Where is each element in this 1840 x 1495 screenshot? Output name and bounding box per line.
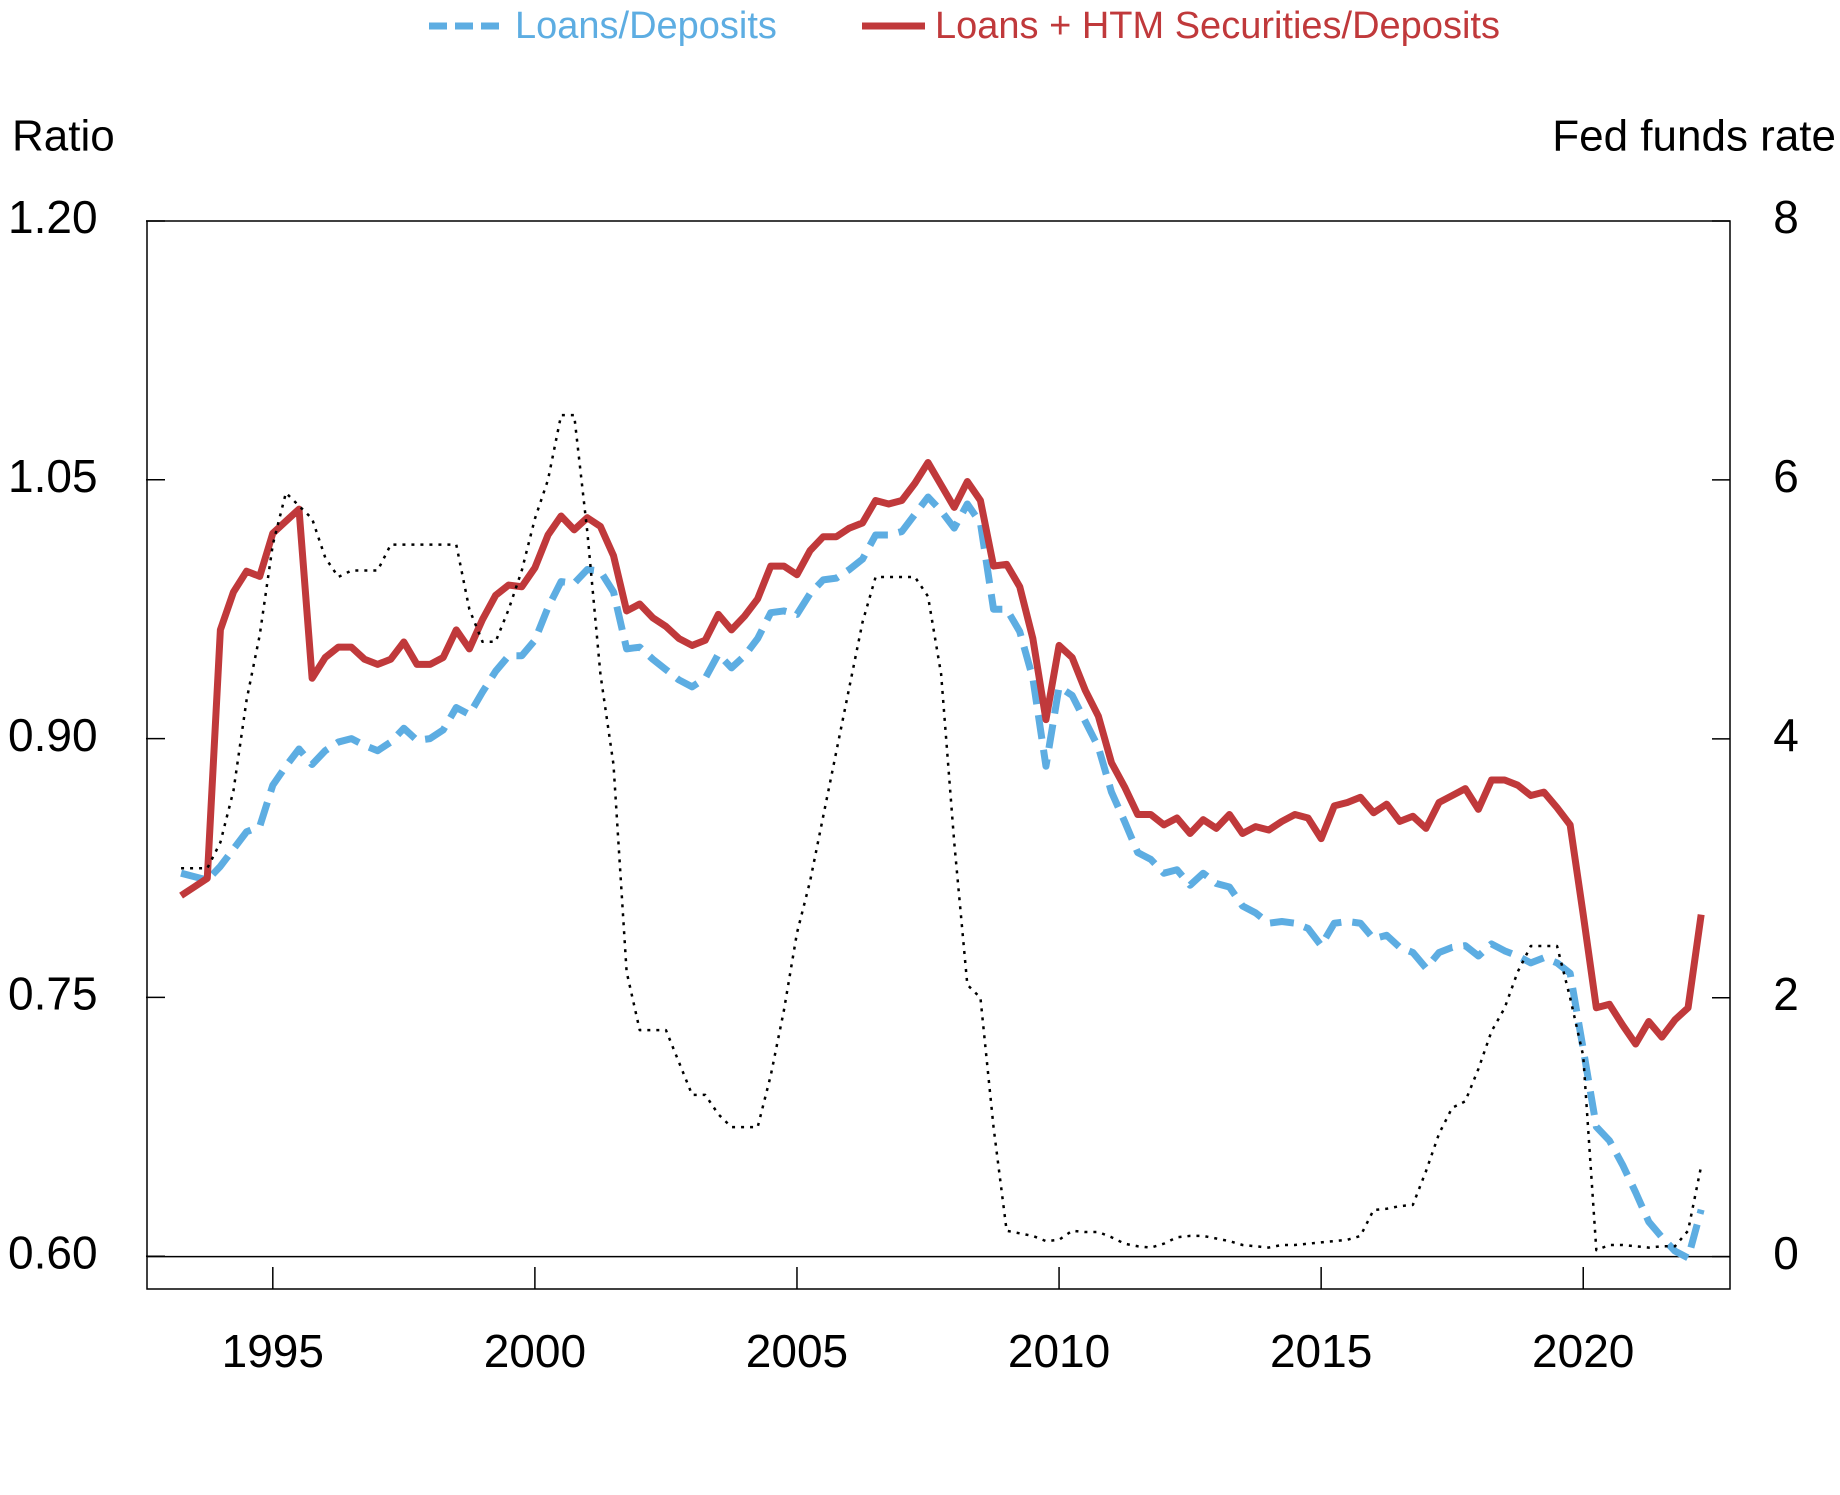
- plot-frame: [146, 220, 1731, 1290]
- legend-label: Loans + HTM Securities/Deposits: [935, 5, 1500, 47]
- series-line: [181, 413, 1703, 1252]
- y2-tick-label: 6: [1773, 450, 1799, 502]
- x-tick-label: 2015: [1270, 1325, 1372, 1377]
- x-tick-label: 2005: [746, 1325, 848, 1377]
- x-tick-label: 2020: [1532, 1325, 1634, 1377]
- y2-tick-label: 0: [1773, 1227, 1799, 1279]
- series-line: [180, 493, 1705, 1262]
- y2-tick-label: 2: [1773, 968, 1799, 1020]
- y-tick-label: 1.20: [8, 191, 98, 243]
- y-tick-label: 0.75: [8, 968, 98, 1020]
- y2-tick-label: 8: [1773, 191, 1799, 243]
- y-tick-label: 1.05: [8, 450, 98, 502]
- y-tick-label: 0.90: [8, 709, 98, 761]
- y2-tick-label: 4: [1773, 709, 1799, 761]
- series-line: [179, 459, 1705, 1048]
- x-tick-label: 1995: [222, 1325, 324, 1377]
- legend-label: Loans/Deposits: [515, 5, 777, 47]
- y-tick-label: 0.60: [8, 1226, 98, 1278]
- y-axis-label: Ratio: [12, 112, 115, 161]
- y2-axis-label: Fed funds rate: [1552, 112, 1836, 161]
- x-tick-label: 2010: [1008, 1325, 1110, 1377]
- x-tick-label: 2000: [484, 1325, 586, 1377]
